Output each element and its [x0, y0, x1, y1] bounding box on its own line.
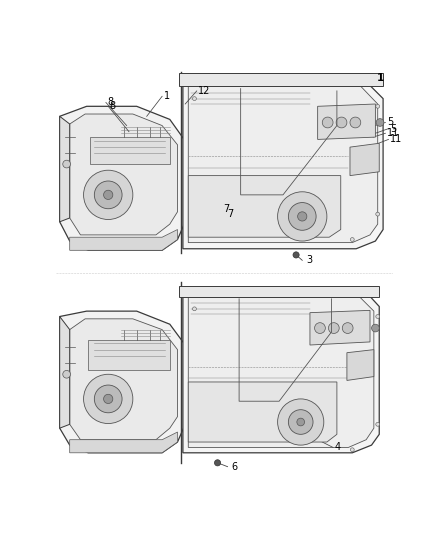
Polygon shape [70, 114, 177, 235]
Text: 4: 4 [335, 442, 341, 453]
Polygon shape [188, 81, 378, 243]
Circle shape [342, 322, 353, 334]
Circle shape [371, 324, 379, 332]
Polygon shape [318, 104, 375, 140]
Circle shape [376, 314, 380, 318]
Circle shape [63, 370, 71, 378]
Polygon shape [188, 175, 341, 237]
Polygon shape [70, 230, 177, 251]
Circle shape [314, 322, 325, 334]
Circle shape [193, 307, 196, 311]
Polygon shape [91, 137, 170, 164]
Polygon shape [179, 73, 383, 85]
Circle shape [328, 322, 339, 334]
Polygon shape [347, 350, 374, 381]
Polygon shape [188, 382, 337, 442]
Circle shape [84, 170, 133, 220]
Text: 7: 7 [223, 204, 229, 214]
Polygon shape [70, 432, 177, 453]
Text: 8: 8 [107, 98, 113, 108]
Text: 3: 3 [306, 255, 312, 265]
Circle shape [212, 79, 215, 83]
Circle shape [322, 117, 333, 128]
Circle shape [376, 104, 380, 108]
Circle shape [103, 190, 113, 199]
Text: 5: 5 [387, 117, 393, 127]
Circle shape [212, 289, 215, 293]
Circle shape [84, 374, 133, 424]
Circle shape [350, 448, 354, 451]
Text: 6: 6 [231, 462, 237, 472]
Text: 11: 11 [390, 134, 402, 144]
Polygon shape [183, 76, 383, 249]
Text: 1: 1 [377, 73, 385, 83]
Text: 5: 5 [390, 124, 396, 134]
Polygon shape [60, 311, 185, 453]
Polygon shape [60, 116, 70, 222]
Polygon shape [60, 106, 185, 251]
Polygon shape [60, 317, 70, 428]
Circle shape [376, 422, 380, 426]
Circle shape [278, 192, 327, 241]
Circle shape [278, 399, 324, 445]
Polygon shape [188, 294, 374, 447]
Circle shape [336, 117, 347, 128]
Circle shape [350, 79, 354, 83]
Circle shape [215, 460, 221, 466]
Polygon shape [183, 288, 379, 453]
Circle shape [350, 117, 361, 128]
Circle shape [193, 96, 196, 101]
Text: 11: 11 [387, 128, 399, 138]
Circle shape [293, 252, 299, 258]
Polygon shape [88, 340, 170, 370]
Circle shape [297, 418, 304, 426]
Polygon shape [179, 286, 379, 297]
Circle shape [94, 181, 122, 209]
Text: 7: 7 [227, 209, 233, 219]
Text: 12: 12 [198, 86, 211, 96]
Text: 8: 8 [110, 101, 116, 111]
Circle shape [298, 212, 307, 221]
Circle shape [376, 212, 380, 216]
Circle shape [376, 119, 384, 126]
Polygon shape [350, 143, 379, 175]
Text: 1: 1 [164, 91, 170, 101]
Circle shape [288, 203, 316, 230]
Circle shape [103, 394, 113, 403]
Circle shape [288, 410, 313, 434]
Polygon shape [70, 319, 177, 440]
Polygon shape [310, 310, 370, 345]
Circle shape [94, 385, 122, 413]
Circle shape [350, 238, 354, 241]
Circle shape [63, 160, 71, 168]
Circle shape [350, 289, 354, 293]
